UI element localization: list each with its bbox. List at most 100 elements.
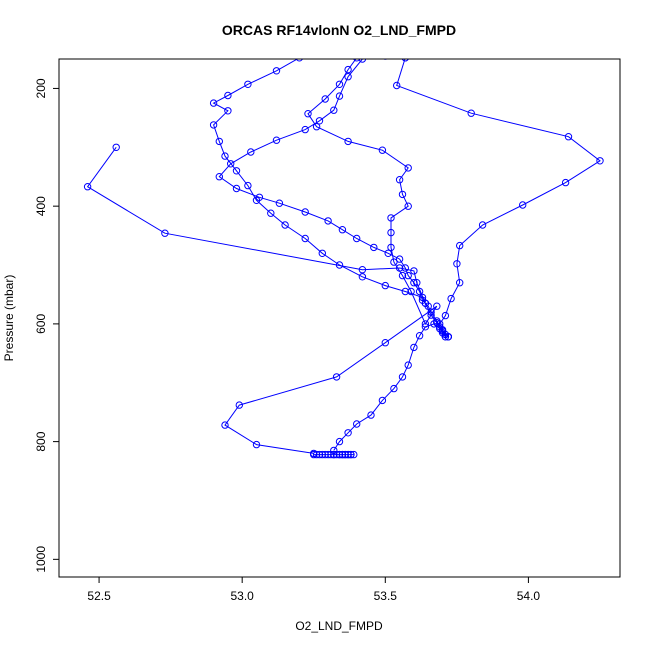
data-point bbox=[224, 107, 232, 115]
data-point bbox=[398, 190, 407, 199]
data-point bbox=[295, 59, 303, 62]
data-point bbox=[596, 157, 604, 165]
data-point bbox=[335, 92, 344, 100]
data-point bbox=[215, 137, 224, 146]
x-tick-label: 53.0 bbox=[231, 589, 255, 603]
y-tick-label: 600 bbox=[34, 314, 48, 334]
data-point bbox=[272, 67, 281, 75]
data-point bbox=[310, 449, 318, 458]
data-point bbox=[401, 59, 409, 62]
data-point bbox=[267, 209, 275, 217]
y-tick-label: 800 bbox=[34, 431, 48, 451]
data-point bbox=[367, 411, 375, 419]
data-point bbox=[353, 420, 361, 428]
data-point bbox=[332, 373, 341, 381]
data-point bbox=[421, 299, 430, 307]
data-point bbox=[370, 243, 378, 252]
data-point bbox=[275, 199, 284, 207]
data-point bbox=[404, 202, 412, 210]
data-point bbox=[421, 320, 430, 328]
data-point bbox=[358, 273, 367, 281]
data-point bbox=[347, 450, 355, 459]
data-point bbox=[456, 279, 464, 287]
data-point bbox=[358, 266, 367, 274]
data-point bbox=[398, 271, 407, 280]
data-point bbox=[387, 228, 395, 237]
x-tick-label: 53.5 bbox=[374, 589, 398, 603]
data-point bbox=[433, 302, 441, 310]
data-point bbox=[358, 59, 367, 63]
data-point bbox=[564, 133, 573, 141]
data-point bbox=[427, 311, 435, 319]
data-point bbox=[304, 110, 312, 118]
data-point bbox=[387, 214, 395, 222]
data-point bbox=[353, 234, 361, 243]
data-point bbox=[244, 80, 252, 89]
y-tick-label: 200 bbox=[34, 78, 48, 98]
data-point bbox=[401, 287, 409, 296]
data-point bbox=[378, 146, 387, 154]
data-point bbox=[344, 450, 352, 459]
chart-title: ORCAS RF14vlonN O2_LND_FMPD bbox=[222, 22, 456, 38]
series-line bbox=[86, 147, 449, 338]
data-point bbox=[335, 450, 344, 459]
series-line bbox=[224, 59, 438, 454]
series-group bbox=[83, 59, 604, 459]
data-point bbox=[344, 429, 352, 437]
data-point bbox=[561, 178, 570, 187]
data-point bbox=[404, 271, 412, 280]
x-tick-label: 54.0 bbox=[517, 589, 541, 603]
data-point bbox=[83, 183, 92, 191]
data-point bbox=[112, 143, 120, 152]
data-point bbox=[330, 450, 338, 459]
data-point bbox=[318, 249, 326, 258]
x-axis: 52.5 53.0 53.5 54.0 bbox=[87, 576, 541, 603]
data-point bbox=[390, 384, 398, 393]
data-point bbox=[344, 73, 352, 81]
plot-frame bbox=[58, 58, 621, 578]
data-point bbox=[453, 260, 461, 268]
data-point bbox=[321, 95, 329, 103]
data-point bbox=[350, 450, 358, 459]
data-point bbox=[353, 59, 361, 62]
data-point bbox=[393, 81, 401, 90]
data-point bbox=[378, 396, 387, 405]
y-tick-label: 400 bbox=[34, 196, 48, 216]
data-point bbox=[315, 117, 324, 125]
data-point bbox=[318, 450, 326, 459]
data-point bbox=[438, 327, 447, 335]
data-point bbox=[404, 164, 412, 172]
data-point bbox=[235, 401, 244, 409]
data-point bbox=[221, 421, 229, 429]
data-point bbox=[327, 450, 335, 459]
data-point bbox=[247, 148, 255, 156]
y-tick-label: 1000 bbox=[34, 546, 48, 573]
data-point bbox=[381, 339, 389, 347]
data-point bbox=[447, 294, 455, 303]
data-point bbox=[301, 234, 309, 243]
data-point bbox=[330, 106, 338, 114]
data-point bbox=[384, 249, 392, 258]
data-point bbox=[161, 229, 169, 237]
data-point bbox=[413, 279, 421, 287]
data-point bbox=[272, 136, 281, 144]
y-axis-label: Pressure (mbar) bbox=[2, 275, 16, 362]
data-point bbox=[433, 319, 441, 327]
data-point bbox=[335, 261, 344, 269]
x-axis-label: O2_LND_FMPD bbox=[295, 619, 383, 633]
data-point bbox=[395, 176, 404, 184]
data-point bbox=[227, 160, 235, 168]
data-point bbox=[441, 311, 450, 320]
data-point bbox=[252, 196, 261, 205]
data-point bbox=[324, 450, 332, 459]
data-point bbox=[338, 226, 347, 234]
data-point bbox=[387, 243, 395, 252]
data-point bbox=[335, 80, 344, 89]
data-point bbox=[519, 201, 527, 209]
data-point bbox=[281, 221, 289, 229]
data-point bbox=[301, 125, 309, 134]
data-point bbox=[390, 258, 398, 266]
data-point bbox=[215, 173, 224, 181]
data-point bbox=[456, 241, 464, 250]
